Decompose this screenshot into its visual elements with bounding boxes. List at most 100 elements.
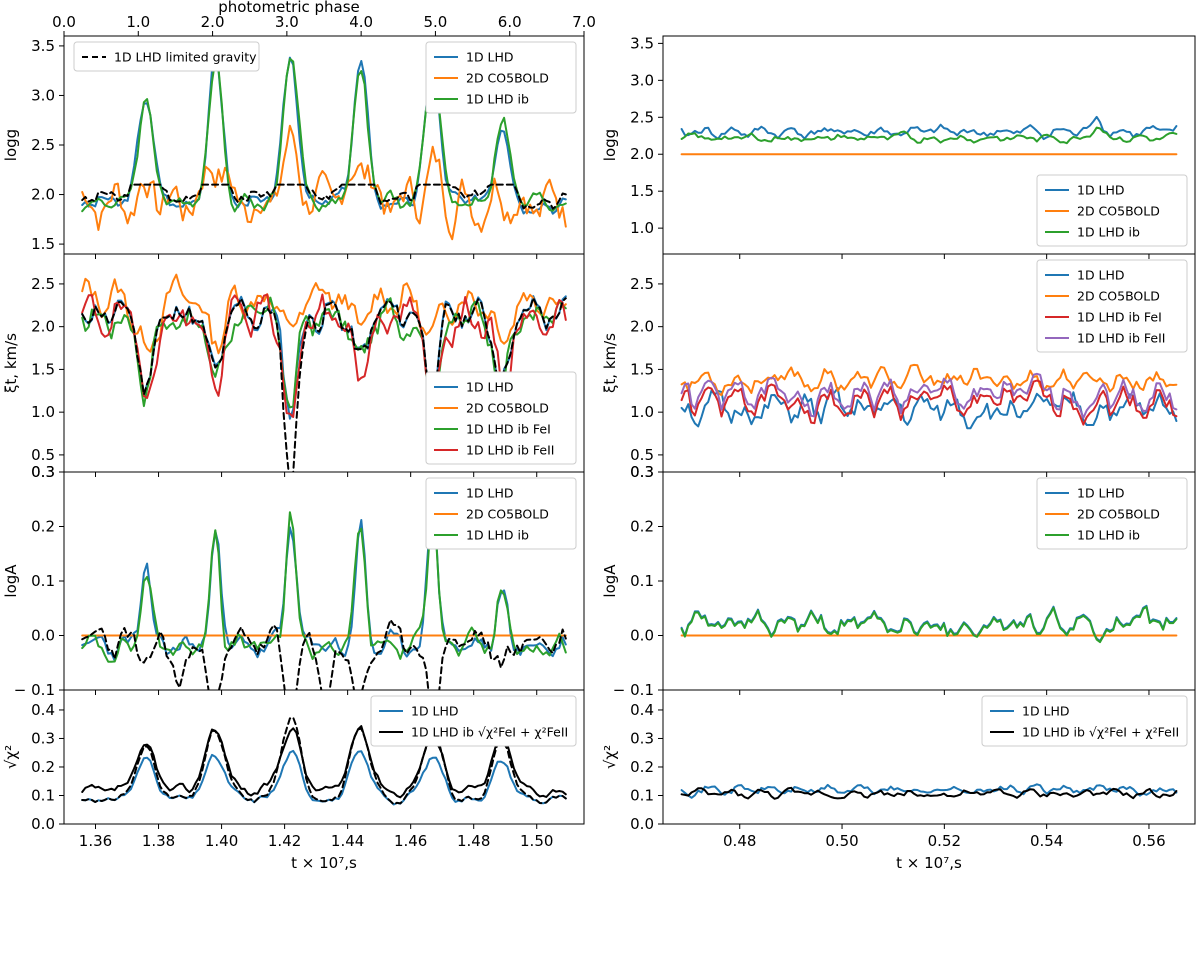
y-tick-label: 0.2 — [630, 758, 654, 776]
x-tick-label: 0.56 — [1132, 832, 1165, 850]
series-group — [81, 52, 567, 241]
top-axis-label: photometric phase — [218, 0, 360, 16]
y-axis-label: logA — [601, 564, 619, 598]
legend-label: 1D LHD ib — [466, 528, 529, 543]
legend-label: 1D LHD — [466, 380, 514, 395]
legend-box — [1036, 259, 1188, 353]
x-axis-label: t × 10⁷,s — [291, 854, 357, 872]
y-axis-label: logg — [601, 129, 619, 161]
series-line — [680, 387, 1178, 430]
y-tick-label: 0.2 — [31, 518, 55, 536]
series-group — [81, 716, 567, 806]
top-tick-label: 3.0 — [275, 13, 299, 31]
series-line — [81, 273, 567, 355]
y-tick-label: 0.3 — [31, 463, 55, 481]
y-tick-label: 3.0 — [630, 71, 654, 89]
y-tick-label: 3.5 — [31, 37, 55, 55]
panel-left-loga: − 0.1 0.0 0.1 0.2 0.3 logA 1D LHD 2D CO5BOLD 1D … — [2, 463, 585, 699]
x-tick-label: 1.36 — [79, 832, 112, 850]
y-axis-label: √χ² — [601, 745, 619, 769]
y-tick-label: 0.3 — [630, 463, 654, 481]
legend-label: 1D LHD ib √χ²FeI + χ²FeII — [1022, 725, 1179, 740]
series-group — [680, 363, 1178, 430]
series-line — [680, 783, 1178, 799]
panel-left-logg: 1.5 2.0 2.5 3.0 3.5 0.0 1.0 2.0 3.0 4.0 5.0 6.0 7.0 p… — [2, 0, 596, 259]
panel-right-microturbulence: 0.30.5 1.0 1.5 2.0 2.5 ξt, km/s 1D LHD 2D CO5BO… — [601, 253, 1196, 481]
y-tick-label: 0.3 — [630, 729, 654, 747]
y-tick-label: 0.1 — [630, 786, 654, 804]
y-tick-label: 3.5 — [630, 34, 654, 52]
series-line — [81, 618, 567, 690]
legend-label: 2D CO5BOLD — [466, 507, 549, 522]
series-line — [81, 508, 567, 663]
top-tick-label: 6.0 — [498, 13, 522, 31]
legend-label: 2D CO5BOLD — [1077, 289, 1160, 304]
legend-box — [1036, 174, 1188, 247]
y-tick-label: 1.5 — [630, 360, 654, 378]
y-tick-label: 1.5 — [31, 360, 55, 378]
legend-label: 1D LHD ib FeII — [1077, 331, 1165, 346]
y-tick-label: 1.0 — [31, 403, 55, 421]
series-line — [680, 126, 1178, 145]
legend-label: 1D LHD ib — [1077, 528, 1140, 543]
legend-box — [1036, 477, 1188, 550]
legend-label: 1D LHD ib — [466, 92, 529, 107]
series-line — [81, 495, 567, 662]
series-line — [81, 716, 567, 806]
y-tick-label: 0.1 — [31, 786, 55, 804]
legend-label: 1D LHD — [1077, 486, 1125, 501]
series-group — [81, 495, 567, 690]
y-tick-label: 0.0 — [31, 815, 55, 833]
y-tick-label: 2.0 — [630, 145, 654, 163]
y-tick-label: 1.5 — [31, 235, 55, 253]
y-tick-label: − 0.1 — [14, 681, 55, 699]
y-tick-label: 0.3 — [31, 729, 55, 747]
legend-label: 1D LHD — [1022, 704, 1070, 719]
panel-left-chi2: 0.0 0.1 0.2 0.3 0.4 1.36 1.38 1.40 1.42 1.44 1.46 1… — [2, 689, 585, 872]
y-tick-label: 0.3 — [630, 463, 654, 481]
x-tick-label: 0.52 — [928, 832, 961, 850]
top-tick-label: 0.0 — [52, 13, 76, 31]
y-tick-label: 0.5 — [630, 446, 654, 464]
y-tick-label: 0.2 — [630, 518, 654, 536]
top-tick-label: 7.0 — [572, 13, 596, 31]
legend-label: 2D CO5BOLD — [466, 71, 549, 86]
series-group — [81, 273, 567, 472]
x-tick-label: 1.38 — [142, 832, 175, 850]
panel-right-loga: − 0.1 0.0 0.1 0.2 0.3 logA 1D LHD 2D CO5BOLD 1D … — [601, 463, 1196, 699]
y-tick-label: 2.0 — [31, 318, 55, 336]
series-line — [81, 124, 567, 241]
y-tick-label: 2.0 — [630, 318, 654, 336]
legend-label: 2D CO5BOLD — [1077, 507, 1160, 522]
y-tick-label: 0.0 — [31, 627, 55, 645]
legend-label: 1D LHD limited gravity — [114, 50, 257, 65]
legend-box — [425, 477, 577, 550]
series-line — [81, 183, 567, 210]
y-tick-label: 2.5 — [31, 275, 55, 293]
y-tick-label: 2.5 — [31, 136, 55, 154]
y-axis-label: logA — [2, 564, 20, 598]
legend-label: 1D LHD — [466, 486, 514, 501]
legend-box — [425, 41, 577, 114]
x-tick-label: 0.50 — [825, 832, 858, 850]
series-line — [680, 786, 1178, 800]
x-axis-label: t × 10⁷,s — [896, 854, 962, 872]
legend-label: 1D LHD — [411, 704, 459, 719]
legend-label: 1D LHD — [1077, 183, 1125, 198]
top-tick-label: 5.0 — [423, 13, 447, 31]
series-line — [81, 725, 567, 799]
series-line — [680, 379, 1178, 426]
series-line — [680, 115, 1178, 141]
y-tick-label: 0.1 — [31, 572, 55, 590]
y-tick-label: 0.4 — [31, 701, 55, 719]
series-line — [81, 293, 567, 418]
legend-label: 1D LHD — [466, 50, 514, 65]
y-tick-label: 2.5 — [630, 108, 654, 126]
y-tick-label: 0.5 — [31, 446, 55, 464]
top-tick-label: 2.0 — [201, 13, 225, 31]
y-axis-label: logg — [2, 129, 20, 161]
x-tick-label: 1.50 — [520, 832, 553, 850]
x-tick-label: 1.42 — [268, 832, 301, 850]
legend-box — [73, 41, 260, 72]
